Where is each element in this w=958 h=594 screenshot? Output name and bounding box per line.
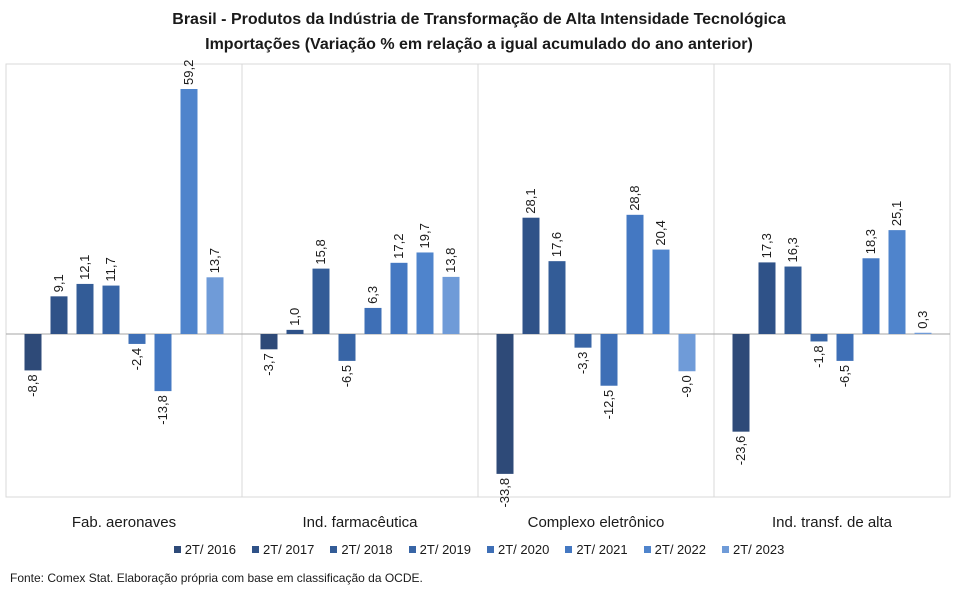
bar xyxy=(102,285,120,334)
legend-label: 2T/ 2023 xyxy=(732,542,785,557)
legend-item: 2T/ 2017 xyxy=(252,542,314,557)
bar xyxy=(364,307,382,334)
bar xyxy=(784,266,802,334)
bar xyxy=(50,296,68,334)
bar xyxy=(312,268,330,334)
legend-label: 2T/ 2018 xyxy=(341,542,393,557)
data-label: 6,3 xyxy=(365,286,380,304)
bar xyxy=(732,334,750,432)
category-label: Ind. transf. de alta xyxy=(772,514,893,531)
source-note: Fonte: Comex Stat. Elaboração própria co… xyxy=(10,571,423,585)
data-label: 28,1 xyxy=(523,188,538,213)
bar xyxy=(810,334,828,342)
bar xyxy=(76,283,94,334)
chart-subtitle: Importações (Variação % em relação a igu… xyxy=(205,36,753,53)
bar xyxy=(128,334,146,344)
data-label: -6,5 xyxy=(837,365,852,387)
category-label: Complexo eletrônico xyxy=(528,514,665,531)
data-label: -33,8 xyxy=(497,478,512,508)
bar xyxy=(862,258,880,334)
bar xyxy=(652,249,670,334)
data-label: 28,8 xyxy=(627,185,642,210)
data-label: -8,8 xyxy=(25,374,40,396)
legend-swatch xyxy=(565,546,573,553)
category-label: Fab. aeronaves xyxy=(72,514,176,531)
data-label: 9,1 xyxy=(51,274,66,292)
legend-swatch xyxy=(252,546,260,553)
data-label: 13,7 xyxy=(207,248,222,273)
data-label: 13,8 xyxy=(443,248,458,273)
legend-label: 2T/ 2020 xyxy=(498,542,550,557)
bar xyxy=(574,334,592,348)
legend-item: 2T/ 2023 xyxy=(721,542,785,557)
legend-swatch xyxy=(721,546,729,553)
data-label: 17,6 xyxy=(549,232,564,257)
bar xyxy=(548,261,566,334)
data-label: 11,7 xyxy=(103,257,118,281)
data-label: -2,4 xyxy=(129,348,144,370)
data-label: -3,3 xyxy=(575,352,590,374)
bar xyxy=(600,334,618,386)
legend-item: 2T/ 2021 xyxy=(565,542,628,557)
bar xyxy=(626,214,644,334)
bar xyxy=(914,332,932,334)
bar xyxy=(260,334,278,350)
bar xyxy=(154,334,172,392)
chart-title: Brasil - Produtos da Indústria de Transf… xyxy=(172,11,786,28)
bar xyxy=(24,334,42,371)
legend-item: 2T/ 2016 xyxy=(173,542,237,557)
category-label: Ind. farmacêutica xyxy=(302,514,418,531)
data-label: -12,5 xyxy=(601,390,616,420)
data-label: -1,8 xyxy=(811,345,826,367)
legend-label: 2T/ 2016 xyxy=(184,542,237,557)
legend-item: 2T/ 2022 xyxy=(643,542,706,557)
bar xyxy=(496,334,514,474)
data-label: -3,7 xyxy=(261,353,276,375)
bar xyxy=(180,89,198,334)
data-label: 16,3 xyxy=(785,237,800,262)
legend: 2T/ 2016 2T/ 2017 2T/ 2018 2T/ 2019 2T/ 2020… xyxy=(0,542,958,557)
data-label: 59,2 xyxy=(181,60,196,85)
legend-item: 2T/ 2020 xyxy=(487,542,549,557)
data-label: 18,3 xyxy=(863,229,878,254)
bar xyxy=(888,230,906,334)
legend-item: 2T/ 2018 xyxy=(330,542,393,557)
legend-swatch xyxy=(643,546,651,553)
legend-swatch xyxy=(330,546,338,553)
bar xyxy=(678,334,696,372)
bar xyxy=(286,329,304,334)
legend-label: 2T/ 2022 xyxy=(654,542,706,557)
data-label: 17,2 xyxy=(391,234,406,259)
data-label: 19,7 xyxy=(417,223,432,248)
legend-label: 2T/ 2021 xyxy=(576,542,628,557)
data-label: -13,8 xyxy=(155,395,170,425)
bar xyxy=(338,334,356,361)
bar xyxy=(206,277,224,334)
data-label: -9,0 xyxy=(679,375,694,397)
data-label: 17,3 xyxy=(759,233,774,258)
bar xyxy=(442,276,460,334)
data-label: 25,1 xyxy=(889,201,904,226)
bar xyxy=(836,334,854,361)
data-label: 15,8 xyxy=(313,239,328,264)
data-label: 20,4 xyxy=(653,220,668,245)
legend-item: 2T/ 2019 xyxy=(408,542,471,557)
bar xyxy=(758,262,776,334)
legend-label: 2T/ 2019 xyxy=(419,542,471,557)
legend-label: 2T/ 2017 xyxy=(263,542,315,557)
bar xyxy=(416,252,434,334)
legend-swatch xyxy=(487,546,494,553)
legend-swatch xyxy=(408,546,416,553)
data-label: 12,1 xyxy=(77,255,92,280)
legend-swatch xyxy=(173,546,181,553)
bar xyxy=(522,217,540,334)
data-label: 1,0 xyxy=(287,308,302,326)
data-label: -23,6 xyxy=(733,436,748,466)
bar xyxy=(390,262,408,334)
data-label: -6,5 xyxy=(339,365,354,387)
data-label: 0,3 xyxy=(915,311,930,329)
